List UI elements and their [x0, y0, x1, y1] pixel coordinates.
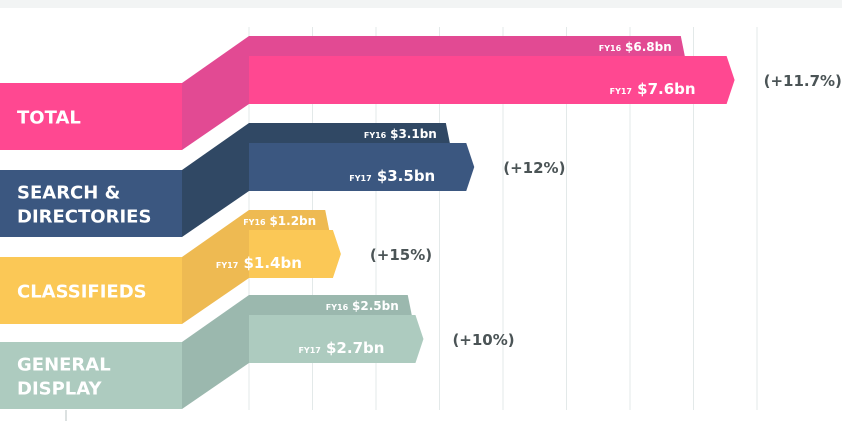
bar-fy17 — [249, 230, 341, 278]
top-band — [0, 0, 842, 8]
category-label: SEARCH & — [17, 183, 120, 204]
value-label-fy16: $2.5bn — [352, 299, 399, 313]
category-groups: TOTAL$6.8bnFY16$7.6bnFY17(+11.7%)SEARCH … — [0, 36, 842, 409]
series-label-fy17: FY17 — [298, 346, 320, 355]
series-label-fy17: FY17 — [610, 87, 632, 96]
connector-face — [182, 210, 249, 324]
category-label-box — [0, 257, 182, 324]
category-label: GENERAL — [17, 355, 111, 376]
growth-label: (+10%) — [452, 331, 514, 349]
bar-fy17 — [249, 143, 475, 191]
value-label-fy16: $1.2bn — [269, 214, 316, 228]
series-label-fy16: FY16 — [243, 218, 266, 227]
value-label-fy17: $2.7bn — [326, 339, 384, 357]
category-label: CLASSIFIEDS — [17, 282, 147, 303]
value-label-fy16: $6.8bn — [625, 40, 672, 54]
growth-label: (+15%) — [370, 246, 432, 264]
series-label-fy17: FY17 — [216, 261, 238, 270]
value-label-fy16: $3.1bn — [390, 127, 437, 141]
connector-face — [182, 295, 249, 409]
bar-fy17 — [249, 315, 424, 363]
category-label-box — [0, 342, 182, 409]
value-label-fy17: $1.4bn — [243, 254, 301, 272]
series-label-fy16: FY16 — [326, 303, 349, 312]
value-label-fy17: $3.5bn — [377, 167, 435, 185]
connector-face — [182, 36, 249, 150]
bar-fy17 — [249, 56, 735, 104]
category-group: SEARCH &DIRECTORIES$3.1bnFY16$3.5bnFY17(… — [0, 123, 565, 237]
series-label-fy16: FY16 — [599, 44, 622, 53]
bar-fy16 — [249, 36, 685, 56]
bar-fy16 — [249, 123, 450, 143]
category-label-box — [0, 83, 182, 150]
value-label-fy17: $7.6bn — [637, 80, 695, 98]
bar-fy16 — [249, 295, 412, 315]
category-label: TOTAL — [17, 108, 81, 129]
bar-fy16 — [249, 210, 330, 230]
growth-label: (+12%) — [503, 159, 565, 177]
growth-label: (+11.7%) — [764, 72, 842, 90]
connector-face — [182, 123, 249, 237]
category-label: DIRECTORIES — [17, 207, 151, 228]
series-label-fy17: FY17 — [349, 174, 371, 183]
category-label-box — [0, 170, 182, 237]
category-label: DISPLAY — [17, 379, 102, 400]
series-label-fy16: FY16 — [364, 131, 387, 140]
